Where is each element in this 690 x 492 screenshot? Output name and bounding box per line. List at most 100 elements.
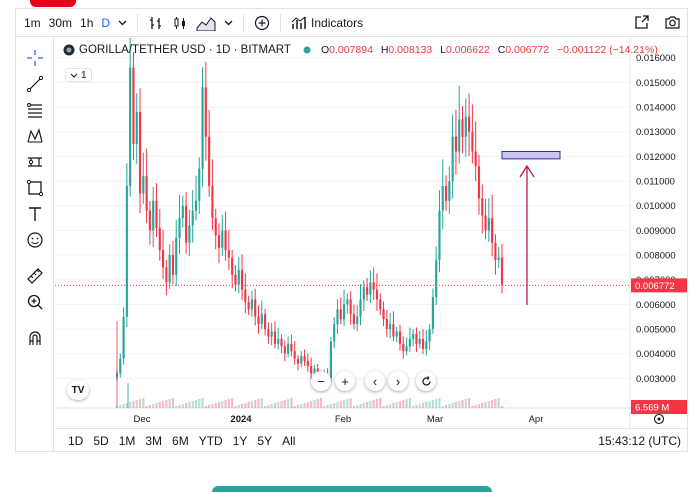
volume-badge <box>631 400 687 414</box>
volume-bar <box>257 399 260 408</box>
indicators-button[interactable]: Indicators <box>287 9 367 37</box>
volume-bar <box>300 404 303 408</box>
y-tick-label: 0.008000 <box>636 251 676 262</box>
indicator-toggle[interactable]: 1 <box>65 68 92 82</box>
ohlc-low-label: L <box>440 44 446 56</box>
volume-bar <box>349 398 352 408</box>
candle-body <box>145 176 148 211</box>
symbol-title[interactable]: GORILLA/TETHER USD · 1D · BITMART <box>79 44 291 56</box>
candle-body <box>349 299 352 315</box>
zoom-in-button[interactable]: + <box>335 371 355 391</box>
drawing-toolbar <box>16 38 54 452</box>
candle-body <box>392 324 395 337</box>
volume-bar <box>412 406 415 408</box>
range-1m[interactable]: 1M <box>118 433 136 448</box>
volume-bar <box>122 404 125 408</box>
volume-bar <box>224 400 227 408</box>
volume-bar <box>435 399 438 408</box>
range-1y[interactable]: 1Y <box>232 433 248 448</box>
fullscreen-icon[interactable] <box>634 14 650 33</box>
prediction-icon[interactable] <box>25 152 45 172</box>
interval-30m[interactable]: 30m <box>48 15 73 30</box>
candle-body <box>494 242 497 260</box>
scroll-left-button[interactable]: ‹ <box>365 371 385 391</box>
utc-clock[interactable]: 15:43:12 (UTC) <box>598 434 681 448</box>
volume-bar <box>339 401 342 408</box>
chevron-down-icon[interactable] <box>220 9 237 37</box>
target-rectangle[interactable] <box>501 150 561 160</box>
candlestick-chart[interactable]: 0.016000 0.015000 0.014000 0.013000 0.012000… <box>55 29 687 428</box>
volume-bar <box>231 398 234 408</box>
ohlc-open: 0.007894 <box>329 44 373 56</box>
toolbar-right <box>634 9 681 37</box>
candles-icon[interactable] <box>168 9 192 37</box>
range-3m[interactable]: 3M <box>145 433 163 448</box>
volume-bar <box>254 400 257 408</box>
reset-chart-button[interactable] <box>416 371 436 391</box>
range-5y[interactable]: 5Y <box>257 433 273 448</box>
magnet-icon[interactable] <box>25 328 45 348</box>
zoom-in-icon[interactable] <box>25 292 45 312</box>
text-icon[interactable] <box>25 204 45 224</box>
volume-bar <box>313 400 316 408</box>
range-bar: 1D 5D 1M 3M 6M YTD 1Y 5Y All 15:43:12 (U… <box>55 428 687 452</box>
volume-spike-bar <box>116 321 118 408</box>
candle-body <box>257 316 260 325</box>
ruler-icon[interactable] <box>25 266 45 286</box>
volume-bar <box>319 398 323 408</box>
volume-bar <box>316 399 319 408</box>
crosshair-icon[interactable] <box>25 48 45 68</box>
volume-bar <box>181 404 184 408</box>
pattern-icon[interactable] <box>25 126 45 146</box>
plus-icon: + <box>341 373 349 389</box>
range-5d[interactable]: 5D <box>93 433 109 448</box>
ohlc-change: −0.001122 (−14.21%) <box>557 44 658 56</box>
arrow-head[interactable] <box>519 164 535 178</box>
candle-body <box>168 255 171 283</box>
settings-gear-icon[interactable] <box>653 413 665 425</box>
volume-bar <box>405 399 408 408</box>
volume-bar <box>191 401 194 408</box>
candle-body <box>155 200 158 228</box>
chart-area[interactable]: 0.016000 0.015000 0.014000 0.013000 0.012000… <box>55 29 687 428</box>
bar-chart-icon[interactable] <box>144 9 168 37</box>
tradingview-logo-icon[interactable]: TV <box>67 380 89 400</box>
indicator-count: 1 <box>81 69 87 81</box>
volume-bar <box>497 398 500 408</box>
volume-bar <box>481 403 484 408</box>
emoji-icon[interactable] <box>25 230 45 250</box>
candle-body <box>398 331 402 344</box>
candle-body <box>178 218 181 238</box>
area-icon[interactable] <box>192 9 220 37</box>
volume-bar <box>204 406 207 408</box>
volume-bar <box>389 404 392 408</box>
range-1d[interactable]: 1D <box>68 433 84 448</box>
plus-circle-icon[interactable] <box>250 9 274 37</box>
top-red-tab <box>30 0 76 7</box>
brush-rect-icon[interactable] <box>25 178 45 198</box>
fib-icon[interactable] <box>25 100 45 120</box>
camera-icon[interactable] <box>664 14 681 33</box>
volume-bar <box>208 405 211 408</box>
candle-body <box>468 116 471 132</box>
interval-1m[interactable]: 1m <box>24 15 41 30</box>
volume-bar <box>277 402 280 408</box>
volume-bar <box>333 403 336 408</box>
x-tick-label: Dec <box>134 414 151 425</box>
range-6m[interactable]: 6M <box>172 433 189 448</box>
trendline-icon[interactable] <box>25 74 45 94</box>
range-all[interactable]: All <box>282 433 296 448</box>
chevron-down-icon[interactable] <box>114 9 131 37</box>
volume-bar <box>438 398 441 408</box>
interval-d[interactable]: D <box>101 15 111 30</box>
interval-1h[interactable]: 1h <box>80 15 94 30</box>
volume-bar <box>474 405 477 408</box>
volume-bar <box>329 404 332 408</box>
y-tick-label: 0.006000 <box>636 300 676 311</box>
zoom-out-button[interactable]: − <box>311 371 331 391</box>
volume-bar <box>135 400 138 408</box>
scroll-right-button[interactable]: › <box>388 371 408 391</box>
candle-body <box>204 87 207 137</box>
range-ytd[interactable]: YTD <box>198 433 223 448</box>
candle-body <box>152 200 155 231</box>
